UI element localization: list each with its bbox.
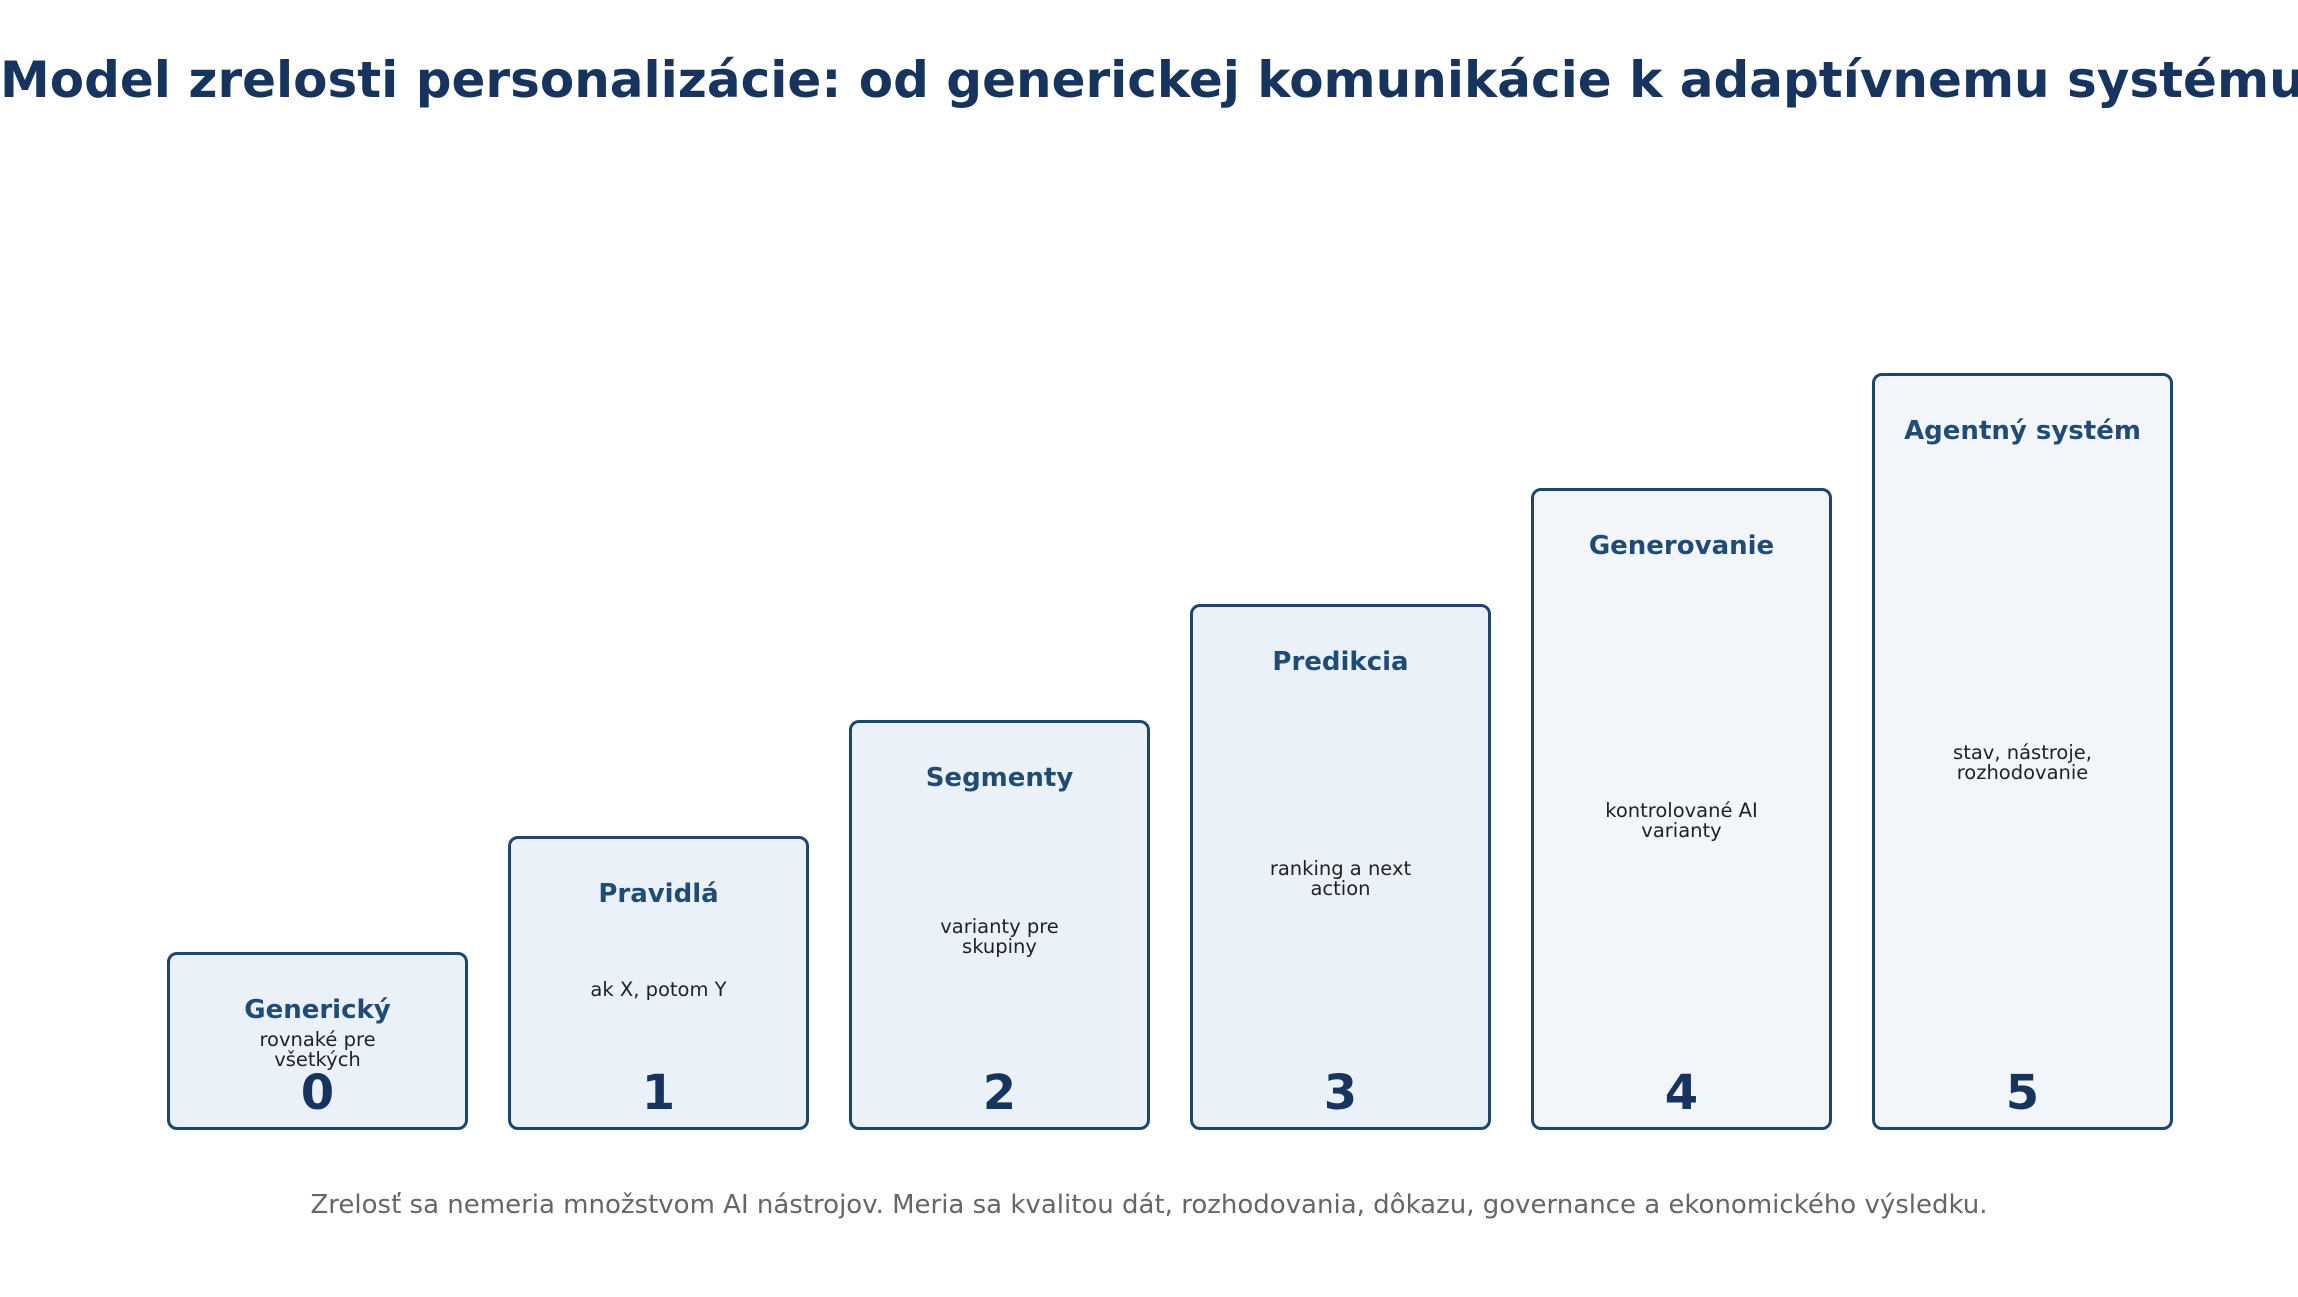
level-description: varianty pre skupiny (852, 917, 1147, 957)
level-description-line: skupiny (962, 934, 1037, 958)
level-description-line: rozhodovanie (1956, 760, 2089, 784)
level-name: Predikcia (1272, 647, 1409, 677)
level-number: 0 (300, 1065, 335, 1121)
level-box-0: Generický rovnaké pre všetkých 0 (167, 952, 468, 1130)
level-description-line: kontrolované AI (1605, 799, 1758, 822)
level-description-line: rovnaké pre (259, 1028, 376, 1051)
level-description: ak X, potom Y (511, 980, 806, 1000)
level-box-5: Agentný systém stav, nástroje, rozhodova… (1872, 373, 2173, 1130)
level-number: 2 (982, 1065, 1017, 1121)
level-name: Agentný systém (1904, 416, 2141, 446)
level-number: 1 (641, 1065, 676, 1121)
footer-note: Zrelosť sa nemeria množstvom AI nástrojo… (310, 1190, 1988, 1220)
level-description-line: action (1310, 876, 1371, 900)
level-description-line: ranking a next (1269, 857, 1412, 880)
level-name: Pravidlá (598, 879, 719, 909)
level-number: 4 (1664, 1065, 1699, 1121)
level-name: Segmenty (925, 763, 1074, 793)
level-description-line: varianty pre (940, 915, 1059, 938)
level-box-3: Predikcia ranking a next action 3 (1190, 604, 1491, 1130)
level-box-1: Pravidlá ak X, potom Y 1 (508, 836, 809, 1130)
level-description-line: ak X, potom Y (590, 978, 727, 1001)
level-description: rovnaké pre všetkých (170, 1030, 465, 1070)
level-number: 3 (1323, 1065, 1358, 1121)
level-description-line: varianty (1641, 818, 1722, 842)
page-title: Model zrelosti personalizácie: od generi… (0, 51, 2298, 109)
level-description-line: všetkých (274, 1047, 361, 1071)
level-box-4: Generovanie kontrolované AI varianty 4 (1531, 488, 1832, 1130)
level-box-2: Segmenty varianty pre skupiny 2 (849, 720, 1150, 1130)
level-name: Generovanie (1588, 531, 1775, 561)
level-description: stav, nástroje, rozhodovanie (1875, 743, 2170, 783)
level-description: kontrolované AI varianty (1534, 801, 1829, 841)
level-name: Generický (244, 995, 391, 1025)
level-description: ranking a next action (1193, 859, 1488, 899)
level-description-line: stav, nástroje, (1953, 741, 2092, 764)
level-number: 5 (2005, 1065, 2040, 1121)
